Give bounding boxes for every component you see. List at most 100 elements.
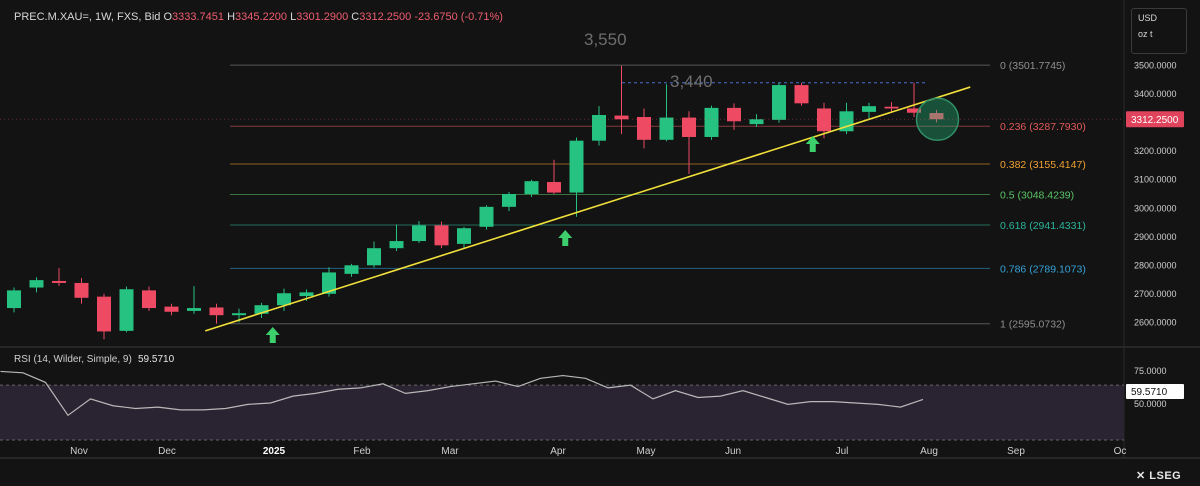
rsi-value-tag (1126, 384, 1184, 399)
support-trendline (205, 86, 971, 332)
candle-body (929, 113, 944, 120)
candle (547, 159, 561, 194)
candle (772, 82, 786, 123)
rsi-value-tag-label: 59.5710 (1131, 387, 1168, 398)
open-value: 3333.7451 (172, 11, 225, 23)
y-tick-label: 2800.0000 (1134, 260, 1177, 270)
close-value: 3312.2500 (359, 11, 412, 23)
y-tick-label: 3100.0000 (1134, 175, 1177, 185)
x-tick-label: Jun (725, 446, 741, 457)
candle-body (817, 108, 831, 132)
candle-body (862, 106, 876, 112)
candle (74, 278, 89, 304)
change-value: -23.6750 (-0.71%) (414, 11, 503, 23)
candle (884, 102, 899, 113)
candle (187, 286, 201, 314)
candle-body (322, 272, 336, 294)
candle (29, 277, 44, 293)
candle-body (434, 225, 449, 246)
candle (277, 288, 291, 311)
candle-body (727, 107, 741, 122)
candle (727, 103, 741, 130)
up-arrow-icon (805, 136, 820, 152)
rsi-title: RSI (14, Wilder, Simple, 9) (14, 354, 132, 365)
candle-body (367, 248, 381, 266)
x-tick-label: Dec (158, 446, 176, 457)
fib-level-label: 1 (2595.0732) (1000, 319, 1065, 331)
last-price-label: 3312.2500 (1131, 115, 1179, 126)
chart-header: PREC.M.XAU=, 1W, FXS, Bid O3333.7451 H 33… (14, 11, 503, 23)
candle (614, 65, 629, 135)
candle (817, 102, 831, 139)
x-tick-label: Jul (836, 446, 849, 457)
candle-body (772, 85, 786, 120)
candle (929, 109, 944, 123)
candle-body (479, 206, 494, 227)
candle (119, 286, 134, 333)
high-key: H (227, 11, 236, 23)
fib-level-label: 0.236 (3287.7930) (1000, 121, 1086, 133)
x-tick-label: Aug (920, 446, 938, 457)
candle (502, 192, 516, 212)
symbol-label: PREC.M.XAU=, 1W, FXS, Bid (14, 11, 161, 23)
candle-body (119, 289, 134, 331)
candle-body (884, 106, 899, 109)
unit-label: oz t (1138, 29, 1153, 39)
candle (164, 303, 179, 316)
rsi-tick-label: 50.0000 (1134, 399, 1167, 409)
candle-body (592, 115, 606, 141)
candle-body (74, 282, 89, 298)
candle-body (412, 225, 426, 242)
candle (254, 302, 269, 319)
candle-body (569, 140, 584, 193)
candle (209, 303, 224, 324)
candle (389, 224, 404, 252)
candle (7, 287, 21, 313)
fib-level-label: 0.382 (3155.4147) (1000, 159, 1086, 171)
candle (749, 114, 764, 127)
candle-body (7, 290, 21, 309)
candle-body (524, 181, 539, 194)
candle-body (344, 265, 359, 274)
fib-level-label: 0.618 (2941.4331) (1000, 220, 1086, 232)
candle-body (502, 194, 516, 207)
candle-body (277, 293, 291, 306)
y-tick-label: 2700.0000 (1134, 289, 1177, 299)
x-tick-label: Sep (1007, 446, 1025, 457)
candle (907, 82, 921, 118)
candle-body (142, 290, 156, 309)
candle-body (749, 119, 764, 125)
currency-label: USD (1138, 13, 1158, 23)
candle (682, 111, 696, 175)
rsi-band (0, 385, 1124, 440)
y-tick-label: 2900.0000 (1134, 232, 1177, 242)
candle-body (839, 111, 854, 132)
candle (367, 241, 381, 268)
candle-body (682, 117, 696, 137)
rsi-line (0, 370, 924, 417)
candle-body (637, 117, 651, 140)
close-key: C (351, 11, 360, 23)
candle-body (457, 228, 471, 244)
up-arrow-icon (558, 230, 573, 246)
x-tick-label: May (637, 446, 656, 457)
x-tick-label: Mar (441, 446, 459, 457)
candle-body (614, 115, 629, 120)
candle (637, 108, 651, 149)
x-tick-label: 2025 (263, 446, 286, 457)
candle (592, 106, 606, 146)
annotation-3440: 3,440 (670, 72, 713, 91)
open-key: O (163, 11, 173, 23)
y-tick-label: 3500.0000 (1134, 61, 1177, 71)
candle-body (254, 305, 269, 314)
candle-body (907, 108, 921, 113)
candle-body (97, 296, 111, 332)
candle (142, 286, 156, 311)
rsi-tick-label: 75.0000 (1134, 366, 1167, 376)
candle-body (389, 241, 404, 249)
unit-selector[interactable]: USD oz t (1131, 8, 1187, 54)
fib-level-label: 0 (3501.7745) (1000, 60, 1065, 72)
candle-body (209, 307, 224, 316)
x-tick-label: Oc (1114, 446, 1127, 457)
